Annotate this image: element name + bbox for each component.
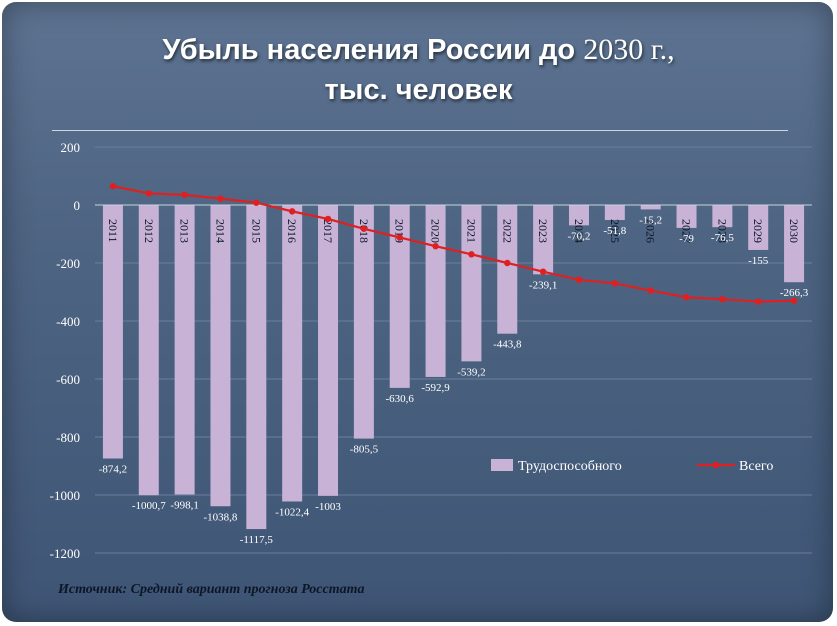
bar	[676, 205, 697, 228]
line-point	[109, 182, 117, 190]
line-point	[217, 195, 224, 202]
line-point	[396, 234, 403, 241]
title-divider	[52, 130, 788, 131]
line-point	[719, 296, 726, 303]
line-point	[611, 280, 619, 287]
source-note: Источник: Средний вариант прогноза Росст…	[58, 582, 365, 597]
x-category-label: 2013	[178, 219, 192, 243]
line-point	[253, 199, 260, 206]
bar-data-label: -592,9	[421, 382, 450, 394]
line-point	[145, 190, 152, 197]
title-line-1: Убыль населения России до 2030 г.,	[162, 33, 675, 66]
bar-data-label: -443,8	[493, 339, 522, 351]
x-category-label: 2014	[213, 219, 227, 243]
legend-swatch-bar	[491, 459, 513, 471]
line-point	[647, 287, 654, 294]
bar	[533, 205, 554, 275]
bar-data-label: -266,3	[780, 287, 809, 299]
line-point	[432, 242, 439, 250]
x-category-label: 2024	[572, 219, 586, 243]
bar-data-label: -874,2	[99, 464, 127, 476]
line-point	[683, 294, 690, 301]
bar-data-label: -1117,5	[240, 534, 274, 546]
bar-data-label: -539,2	[457, 366, 485, 378]
legend-marker-line	[712, 461, 720, 469]
x-category-label: 2011	[106, 219, 120, 243]
y-tick-label: -800	[56, 430, 80, 445]
bar-data-label: -998,1	[170, 499, 198, 511]
bar	[102, 205, 123, 459]
x-category-label: 2028	[715, 219, 729, 243]
y-tick-label: -200	[56, 256, 80, 271]
bar-data-label: -630,6	[386, 393, 415, 405]
bar	[497, 205, 518, 334]
bar	[784, 205, 805, 283]
bar-data-label: -239,1	[529, 279, 557, 291]
y-tick-label: -400	[56, 314, 80, 329]
bar-data-label: -51,8	[603, 225, 626, 237]
x-category-label: 2023	[536, 219, 550, 243]
title-line-2: тыс. человек	[324, 74, 513, 106]
x-category-label: 2020	[429, 219, 443, 243]
bar	[210, 205, 231, 507]
bar	[461, 205, 482, 362]
bar	[389, 205, 410, 388]
bar	[568, 205, 589, 226]
line-point	[468, 251, 475, 258]
y-tick-label: -600	[56, 372, 80, 387]
chart-title: Убыль населения России до 2030 г., тыс. …	[0, 30, 837, 110]
bar-data-label: -1003	[315, 501, 341, 513]
line-series-vsego	[112, 185, 795, 303]
bar-data-label: -15,2	[639, 214, 662, 226]
x-category-label: 2030	[787, 219, 801, 243]
x-category-label: 2012	[142, 219, 156, 243]
line-point	[790, 297, 798, 304]
x-category-label: 2015	[249, 219, 263, 243]
line-point	[181, 191, 188, 199]
bar-data-label: -70,2	[568, 230, 591, 242]
y-tick-label: -1200	[50, 546, 80, 561]
bar-data-label: -1038,8	[204, 511, 238, 523]
x-category-label: 2022	[500, 219, 514, 243]
x-category-label: 2021	[464, 219, 478, 243]
bar-data-label: -79	[679, 233, 694, 245]
bar	[712, 205, 733, 228]
legend: Трудоспособного Всего	[491, 459, 773, 474]
line-point	[288, 208, 296, 215]
bar	[318, 205, 339, 496]
bar	[640, 205, 661, 210]
bar-data-label: -1022,4	[275, 506, 309, 518]
line-point	[324, 215, 332, 223]
bar	[353, 205, 374, 439]
line-point	[539, 268, 547, 275]
bar-data-label: -1000,7	[132, 500, 166, 512]
line-point	[575, 276, 583, 284]
y-tick-label: -1000	[50, 488, 80, 503]
bar	[246, 205, 267, 530]
bar-data-label: -76,5	[711, 232, 734, 244]
x-category-label: 2027	[680, 219, 694, 243]
x-category-label: 2025	[608, 219, 622, 243]
line-point	[504, 259, 511, 267]
bar	[604, 205, 625, 221]
bar-data-label: -155	[748, 255, 769, 267]
y-tick-label: 200	[61, 140, 81, 155]
legend-label-bar: Трудоспособного	[518, 459, 622, 474]
bar	[174, 205, 195, 495]
x-category-label: 2017	[321, 219, 335, 243]
y-tick-label: 0	[74, 198, 81, 213]
x-category-label: 2029	[751, 219, 765, 243]
x-category-label: 2026	[644, 219, 658, 243]
bar-data-label: -805,5	[350, 444, 379, 456]
line-point	[755, 298, 762, 305]
bar	[748, 205, 769, 250]
x-category-label: 2016	[285, 219, 299, 243]
bar	[138, 205, 159, 496]
legend-label-line: Всего	[739, 459, 773, 474]
line-point	[360, 225, 368, 232]
bar	[282, 205, 303, 502]
